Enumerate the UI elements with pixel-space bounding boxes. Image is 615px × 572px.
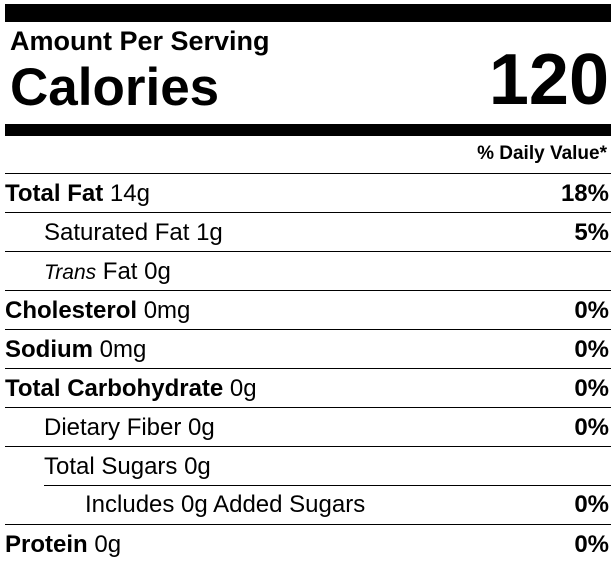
- nutrient-row-trans-fat: Trans Fat 0g: [5, 251, 611, 290]
- nutrient-name: Total Sugars 0g: [44, 453, 211, 480]
- nutrient-percent: 0%: [574, 375, 609, 402]
- nutrient-name: Total Carbohydrate 0g: [5, 375, 257, 402]
- nutrient-percent: 0%: [574, 414, 609, 441]
- nutrient-row-cholesterol: Cholesterol 0mg 0%: [5, 290, 611, 329]
- nutrient-row-total-fat: Total Fat 14g 18%: [5, 173, 611, 212]
- nutrient-name: Saturated Fat 1g: [44, 219, 223, 246]
- nutrient-row-protein: Protein 0g 0%: [5, 524, 611, 563]
- nutrient-row-added-sugars: Includes 0g Added Sugars 0%: [5, 485, 611, 524]
- amount-per-serving-heading: Amount Per Serving: [10, 26, 270, 56]
- nutrient-row-sodium: Sodium 0mg 0%: [5, 329, 611, 368]
- calories-label: Calories: [10, 58, 220, 117]
- nutrient-row-total-carbohydrate: Total Carbohydrate 0g 0%: [5, 368, 611, 407]
- daily-value-header: % Daily Value*: [477, 143, 607, 164]
- nutrient-list: Total Fat 14g 18% Saturated Fat 1g 5% Tr…: [5, 173, 611, 563]
- nutrient-percent: 0%: [574, 336, 609, 363]
- nutrient-name: Cholesterol 0mg: [5, 297, 191, 324]
- nutrient-percent: 5%: [574, 219, 609, 246]
- nutrient-name: Sodium 0mg: [5, 336, 147, 363]
- thick-divider-bar: [5, 124, 611, 136]
- nutrient-row-dietary-fiber: Dietary Fiber 0g 0%: [5, 407, 611, 446]
- nutrient-row-saturated-fat: Saturated Fat 1g 5%: [5, 212, 611, 251]
- nutrient-name: Dietary Fiber 0g: [44, 414, 215, 441]
- nutrient-name: Includes 0g Added Sugars: [85, 491, 366, 518]
- nutrient-percent: 0%: [574, 531, 609, 558]
- nutrient-percent: 18%: [560, 180, 609, 207]
- nutrient-name: Trans Fat 0g: [44, 258, 171, 285]
- nutrient-row-total-sugars: Total Sugars 0g: [5, 446, 611, 485]
- nutrient-percent: 0%: [574, 491, 609, 518]
- nutrient-name: Protein 0g: [5, 531, 122, 558]
- top-divider-bar: [5, 4, 611, 22]
- nutrient-name: Total Fat 14g: [5, 180, 150, 207]
- nutrition-facts-label: Amount Per Serving Calories 120 % Daily …: [5, 0, 611, 572]
- calories-value: 120: [488, 40, 609, 120]
- nutrient-percent: 0%: [574, 297, 609, 324]
